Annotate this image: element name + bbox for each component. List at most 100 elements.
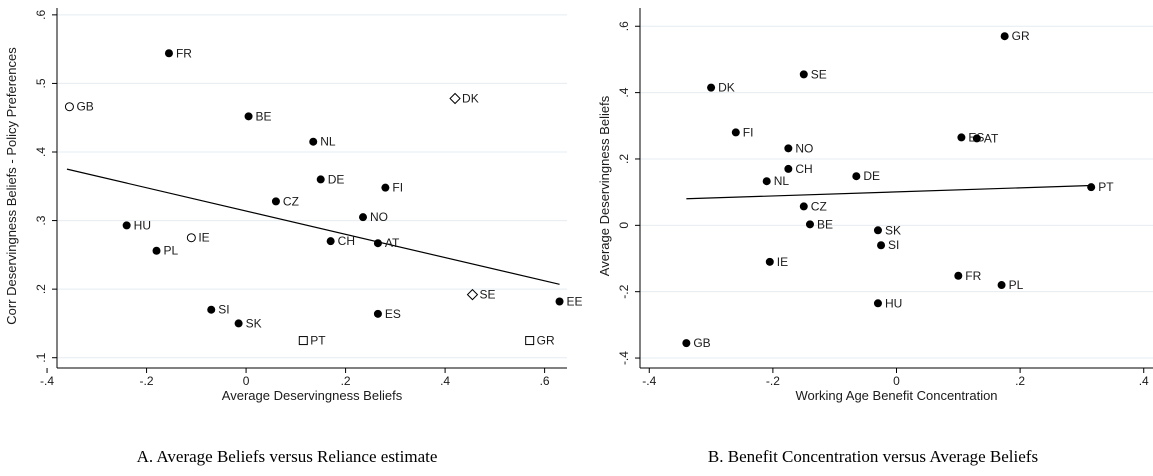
point-label-at: AT [984, 131, 999, 145]
y-tick-label: 0 [617, 222, 631, 229]
point-label-gr: GR [537, 334, 555, 348]
point-label-fi: FI [743, 125, 754, 139]
y-tick-label: .2 [34, 284, 48, 294]
data-point-fi [731, 128, 740, 137]
point-label-hu: HU [134, 218, 151, 232]
x-tick-label: 0 [893, 374, 900, 388]
point-label-se: SE [479, 288, 495, 302]
point-label-at: AT [385, 236, 400, 250]
point-label-ch: CH [795, 162, 812, 176]
y-tick-label: .4 [34, 147, 48, 157]
data-point-ie [765, 257, 774, 266]
data-point-be [244, 112, 253, 121]
x-tick-label: -.4 [40, 374, 54, 388]
point-label-gb: GB [693, 336, 710, 350]
data-point-hu [873, 299, 882, 308]
point-label-gr: GR [1012, 29, 1030, 43]
x-tick-label: .2 [341, 374, 351, 388]
point-label-be: BE [256, 109, 272, 123]
point-label-pl: PL [1009, 278, 1024, 292]
x-tick-label: -.4 [642, 374, 656, 388]
point-label-si: SI [888, 238, 899, 252]
data-point-si [877, 241, 886, 250]
point-label-cz: CZ [283, 194, 299, 208]
panel-a: .1 .2 .3 .4 .5 .6 -.4 -.2 0 .2 .4 .6 Average Deservi… [4, 8, 583, 466]
data-point-pl [152, 246, 161, 255]
x-tick-label: .4 [1139, 374, 1149, 388]
data-point-fr [954, 271, 963, 280]
data-point-gr [525, 336, 535, 346]
data-point-fi [381, 183, 390, 192]
y-tick-label: .3 [34, 215, 48, 225]
point-label-fi: FI [392, 181, 403, 195]
data-point-si [207, 305, 216, 314]
data-point-sk [234, 319, 243, 328]
data-point-pt [298, 336, 308, 346]
data-point-no [784, 144, 793, 153]
data-point-be [805, 220, 814, 229]
point-label-dk: DK [462, 92, 479, 106]
x-tick-label: 0 [243, 374, 250, 388]
data-point-nl [309, 137, 318, 146]
point-label-nl: NL [320, 135, 336, 149]
point-label-pl: PL [164, 244, 179, 258]
y-axis-title: Average Deservingness Beliefs [597, 95, 612, 276]
x-tick-label: .4 [440, 374, 450, 388]
data-point-no [359, 213, 367, 222]
data-point-de [316, 175, 325, 184]
point-label-sk: SK [246, 316, 262, 330]
point-label-be: BE [817, 217, 833, 231]
data-point-dk [707, 83, 716, 92]
y-tick-label: -.2 [617, 284, 631, 298]
point-label-dk: DK [718, 81, 735, 95]
data-point-cz [799, 202, 808, 211]
x-axis-title: Working Age Benefit Concentration [795, 388, 997, 403]
y-tick-label: .4 [617, 87, 631, 97]
data-point-ie [186, 233, 196, 243]
y-tick-label: -.4 [617, 351, 631, 365]
data-point-nl [762, 177, 771, 186]
point-label-si: SI [218, 303, 229, 317]
data-point-pt [1087, 183, 1096, 192]
x-tick-label: .6 [540, 374, 550, 388]
y-tick-label: .6 [34, 10, 48, 20]
x-axis-title: Average Deservingness Beliefs [222, 388, 403, 403]
point-label-hu: HU [885, 296, 902, 310]
data-point-ch [326, 237, 335, 246]
point-label-gb: GB [76, 100, 93, 114]
x-tick-label: -.2 [140, 374, 154, 388]
point-label-no: NO [370, 210, 388, 224]
x-tick-label: .2 [1015, 374, 1025, 388]
data-point-hu [122, 221, 131, 230]
x-tick-label: -.2 [766, 374, 780, 388]
point-label-ie: IE [198, 231, 209, 245]
point-label-se: SE [811, 67, 827, 81]
point-label-cz: CZ [811, 199, 827, 213]
data-point-fr [164, 49, 173, 58]
data-point-pl [997, 281, 1006, 290]
point-label-de: DE [863, 169, 880, 183]
panel-caption: A. Average Beliefs versus Reliance estim… [137, 447, 438, 466]
y-tick-label: .2 [617, 154, 631, 164]
point-label-fr: FR [176, 46, 192, 60]
data-point-sk [873, 226, 882, 235]
data-point-at [972, 134, 981, 143]
y-tick-label: .1 [34, 352, 48, 362]
fit-line [686, 184, 1092, 200]
data-point-dk [449, 92, 461, 105]
point-label-no: NO [795, 141, 813, 155]
data-point-gb [682, 339, 691, 348]
point-label-nl: NL [774, 174, 790, 188]
point-label-fr: FR [965, 269, 981, 283]
data-point-se [799, 70, 808, 79]
y-tick-label: .5 [34, 78, 48, 88]
point-label-ch: CH [338, 234, 355, 248]
data-point-es [957, 133, 966, 142]
panel-caption: B. Benefit Concentration versus Average … [708, 447, 1038, 466]
data-point-de [852, 172, 861, 181]
y-axis-title: Corr Deservingness Beliefs - Policy Pref… [4, 47, 19, 325]
point-label-pt: PT [310, 334, 326, 348]
data-point-se [466, 288, 479, 301]
data-point-cz [271, 197, 280, 206]
